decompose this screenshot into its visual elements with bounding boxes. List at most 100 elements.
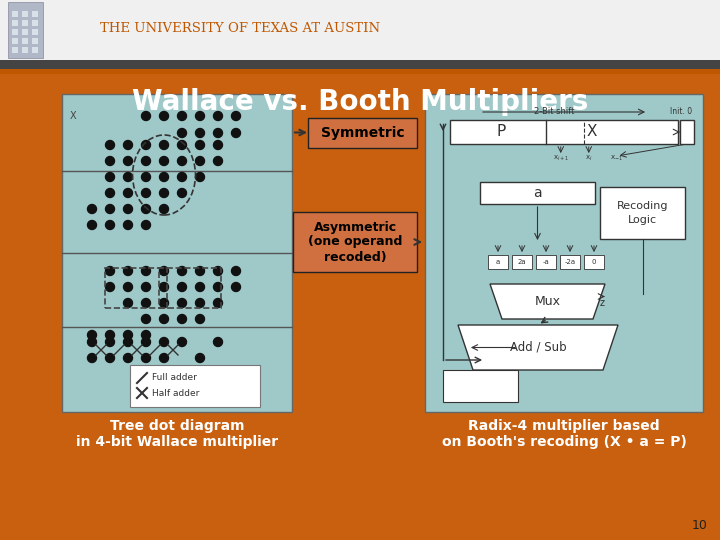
Polygon shape	[458, 325, 618, 370]
Circle shape	[124, 330, 132, 340]
Circle shape	[124, 157, 132, 165]
Circle shape	[178, 140, 186, 150]
Bar	[0, 0, 720, 60]
Text: Radix-4 multiplier based
on Booth's recoding (X • a = P): Radix-4 multiplier based on Booth's reco…	[441, 419, 686, 449]
Bar	[600, 187, 685, 239]
Circle shape	[124, 299, 132, 307]
Bar	[32, 38, 38, 44]
Text: 2-Bit shift: 2-Bit shift	[534, 107, 574, 117]
Bar	[159, 268, 221, 308]
Bar	[12, 38, 18, 44]
Circle shape	[124, 140, 132, 150]
Text: Recoding: Recoding	[617, 201, 668, 211]
Bar	[450, 120, 678, 144]
Circle shape	[214, 111, 222, 120]
Text: Symmetric: Symmetric	[320, 125, 405, 139]
Bar	[480, 182, 595, 204]
Text: a: a	[534, 186, 542, 200]
Text: 0: 0	[592, 259, 596, 265]
Circle shape	[160, 282, 168, 292]
Bar	[12, 11, 18, 17]
Bar	[12, 47, 18, 53]
Circle shape	[160, 299, 168, 307]
Circle shape	[88, 205, 96, 213]
Text: a: a	[496, 259, 500, 265]
Bar	[62, 94, 292, 412]
Circle shape	[160, 111, 168, 120]
Circle shape	[160, 354, 168, 362]
Text: Add / Sub: Add / Sub	[510, 341, 567, 354]
Text: P: P	[497, 125, 506, 139]
Bar	[22, 38, 28, 44]
Circle shape	[214, 157, 222, 165]
Circle shape	[106, 188, 114, 198]
Text: x$_i$: x$_i$	[585, 153, 593, 163]
Text: Full adder: Full adder	[152, 374, 197, 382]
Circle shape	[160, 157, 168, 165]
Bar	[32, 20, 38, 26]
Circle shape	[142, 205, 150, 213]
Circle shape	[124, 205, 132, 213]
Circle shape	[178, 282, 186, 292]
Circle shape	[124, 282, 132, 292]
Text: X: X	[587, 125, 598, 139]
Text: Asymmetric
(one operand
recoded): Asymmetric (one operand recoded)	[308, 220, 402, 264]
Circle shape	[106, 338, 114, 347]
Circle shape	[88, 330, 96, 340]
Circle shape	[232, 129, 240, 138]
Circle shape	[124, 172, 132, 181]
Circle shape	[142, 282, 150, 292]
Circle shape	[178, 338, 186, 347]
Circle shape	[160, 140, 168, 150]
Bar	[8, 2, 43, 58]
Circle shape	[214, 267, 222, 275]
Bar	[680, 120, 694, 144]
Bar	[488, 255, 508, 269]
Circle shape	[214, 282, 222, 292]
Circle shape	[160, 172, 168, 181]
Circle shape	[160, 314, 168, 323]
Text: 10: 10	[692, 519, 708, 532]
Bar	[22, 47, 28, 53]
Circle shape	[142, 299, 150, 307]
Circle shape	[106, 282, 114, 292]
Text: Mux: Mux	[534, 295, 560, 308]
Text: x$_{i+1}$: x$_{i+1}$	[553, 153, 569, 163]
Circle shape	[124, 220, 132, 230]
Bar	[425, 94, 703, 412]
Text: THE UNIVERSITY OF TEXAS AT AUSTIN: THE UNIVERSITY OF TEXAS AT AUSTIN	[100, 22, 380, 35]
Circle shape	[178, 172, 186, 181]
Circle shape	[124, 267, 132, 275]
Bar	[0, 69, 720, 74]
Circle shape	[160, 188, 168, 198]
Bar	[12, 29, 18, 35]
Bar	[32, 29, 38, 35]
Text: z: z	[600, 299, 605, 308]
Bar	[130, 365, 260, 407]
Circle shape	[214, 299, 222, 307]
Circle shape	[232, 282, 240, 292]
Polygon shape	[490, 284, 605, 319]
Circle shape	[160, 267, 168, 275]
Circle shape	[106, 330, 114, 340]
Circle shape	[142, 140, 150, 150]
Circle shape	[106, 140, 114, 150]
Circle shape	[142, 188, 150, 198]
Circle shape	[178, 314, 186, 323]
Bar	[105, 268, 167, 308]
Bar	[0, 60, 720, 69]
Circle shape	[214, 129, 222, 138]
Circle shape	[178, 299, 186, 307]
Circle shape	[142, 172, 150, 181]
Circle shape	[160, 338, 168, 347]
Circle shape	[178, 157, 186, 165]
Bar	[512, 255, 532, 269]
Text: Half adder: Half adder	[152, 388, 199, 397]
Circle shape	[196, 267, 204, 275]
Circle shape	[106, 220, 114, 230]
Circle shape	[196, 157, 204, 165]
Circle shape	[142, 157, 150, 165]
Circle shape	[142, 354, 150, 362]
Circle shape	[178, 129, 186, 138]
Circle shape	[142, 314, 150, 323]
